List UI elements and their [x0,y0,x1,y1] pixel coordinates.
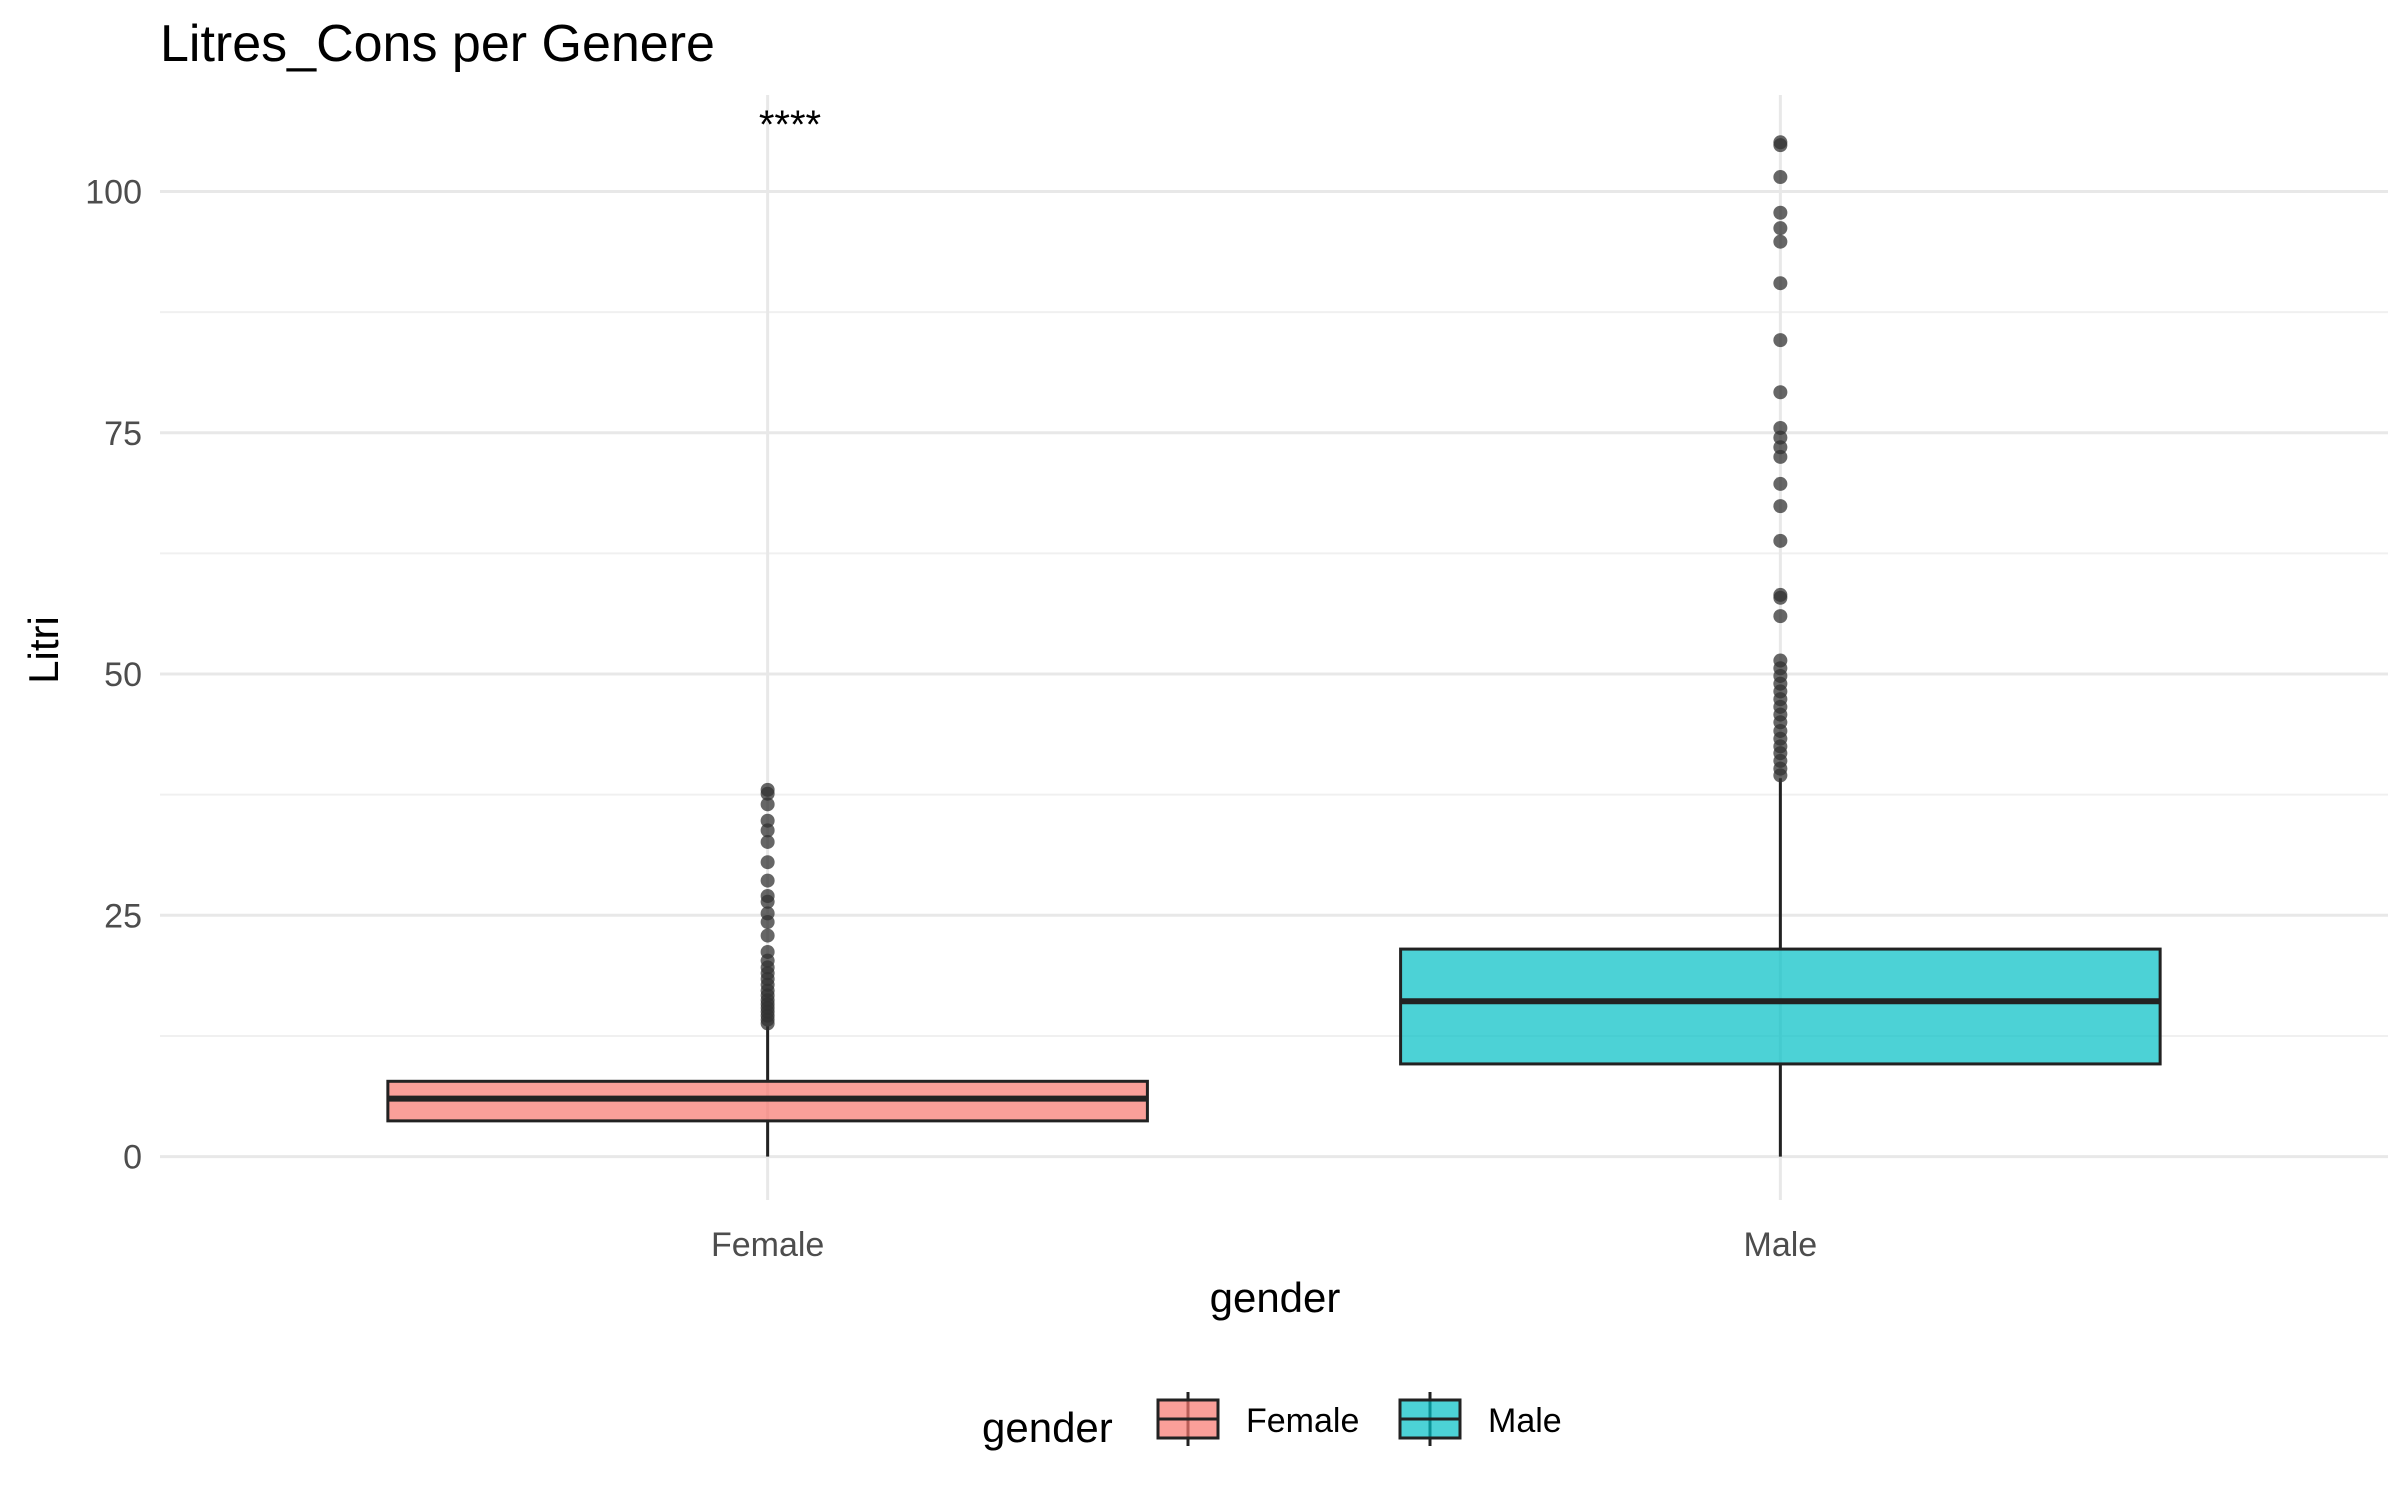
outlier-point [1773,440,1788,455]
outlier-point [1773,609,1788,624]
outlier-point [1773,135,1788,150]
outlier-point [1773,653,1788,668]
outlier-point [760,855,775,870]
outlier-point [760,834,775,849]
outlier-point [760,944,775,959]
outlier-point [1773,385,1788,400]
outlier-point [1773,170,1788,185]
outlier-point [760,782,775,797]
outlier-point [1773,221,1788,236]
y-tick-label: 100 [85,174,142,212]
outlier-point [1773,587,1788,602]
outlier-point [1773,533,1788,548]
legend: gender Female Male [982,1392,1562,1451]
boxes [386,778,2162,1157]
outlier-point [760,797,775,812]
outlier-points [760,135,1788,1031]
outlier-point [760,889,775,904]
box-male [1399,947,2162,1066]
outlier-point [1773,333,1788,348]
outlier-point [1773,430,1788,445]
y-tick-label: 0 [123,1139,142,1177]
legend-label-female: Female [1246,1402,1359,1440]
outlier-point [1773,420,1788,435]
y-tick-label: 75 [104,415,142,453]
legend-label-male: Male [1488,1402,1562,1440]
legend-items: Female Male [1156,1392,1562,1446]
x-tick-label: Female [711,1226,824,1264]
outlier-point [1773,276,1788,291]
outlier-point [760,906,775,921]
significance-label: **** [759,103,821,147]
y-tick-label: 25 [104,897,142,935]
y-tick-label: 50 [104,656,142,694]
x-axis-title: gender [1210,1274,1341,1321]
y-axis-title: Litri [20,616,67,684]
outlier-point [1773,476,1788,491]
x-tick-label: Male [1744,1226,1818,1264]
tick-labels: 0 25 50 75 100 Female Male [85,174,1817,1264]
legend-title: gender [982,1404,1113,1451]
outlier-point [760,928,775,943]
outlier-point [760,823,775,838]
outlier-point [760,813,775,828]
outlier-point [760,873,775,888]
outlier-point [1773,205,1788,220]
outlier-point [1773,449,1788,464]
outlier-point [1773,499,1788,514]
outlier-point [1773,234,1788,249]
chart-title: Litres_Cons per Genere [160,15,715,73]
